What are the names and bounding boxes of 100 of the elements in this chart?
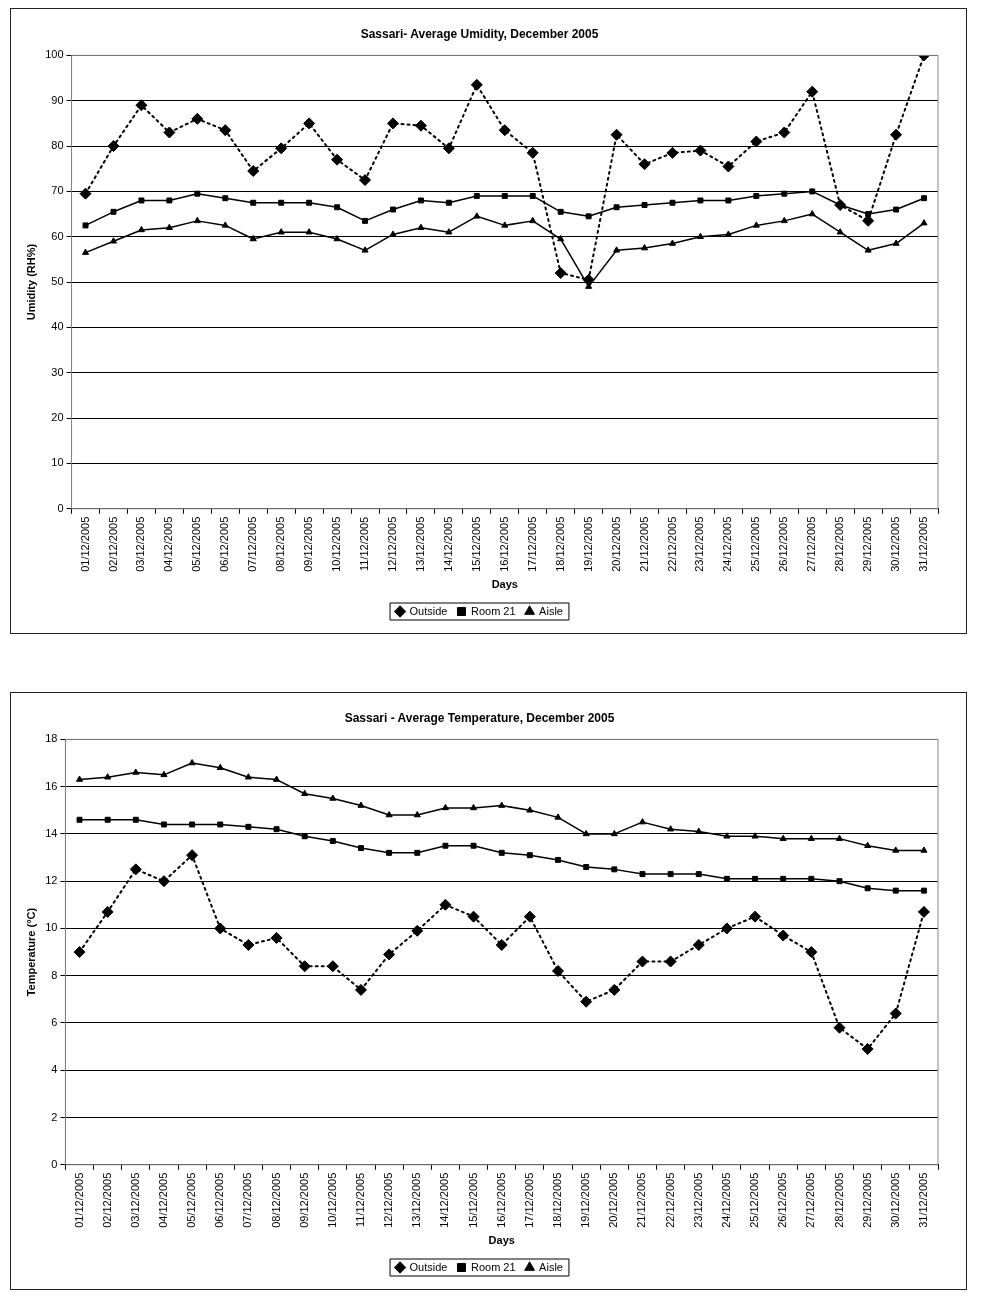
point (749, 910, 762, 923)
x-tick-label: 17/12/2005 (525, 516, 538, 572)
x-tick-label: 28/12/2005 (832, 1172, 845, 1228)
point (778, 126, 791, 139)
point (245, 823, 252, 830)
point (667, 825, 675, 832)
x-tick-label: 04/12/2005 (156, 1172, 169, 1228)
point (751, 832, 759, 839)
point (165, 223, 173, 230)
y-tick-label: 30 (51, 365, 64, 378)
point (194, 190, 201, 197)
point (334, 204, 341, 211)
y-tick-label: 50 (51, 275, 64, 288)
point (498, 124, 511, 137)
point (861, 1042, 874, 1055)
x-tick-label: 02/12/2005 (100, 1172, 113, 1228)
x-tick-label: 11/12/2005 (354, 1172, 367, 1227)
point (501, 192, 508, 199)
point (79, 187, 92, 200)
point (583, 864, 590, 870)
point (222, 195, 229, 202)
point (303, 117, 316, 130)
point (780, 216, 788, 224)
point (414, 119, 427, 132)
point (329, 838, 336, 844)
point (720, 922, 733, 935)
y-tick-label: 70 (51, 184, 64, 197)
point (413, 811, 421, 818)
point (638, 158, 651, 171)
x-axis-title: Days (491, 578, 518, 591)
point (414, 849, 421, 856)
point (442, 842, 449, 849)
point (835, 834, 844, 841)
point (445, 228, 453, 235)
point (666, 146, 679, 159)
point (383, 948, 396, 961)
point (781, 190, 788, 197)
point (498, 801, 506, 808)
point (82, 222, 89, 229)
point (76, 816, 83, 823)
x-tick-label: 14/12/2005 (441, 516, 454, 572)
point (247, 165, 260, 177)
point (864, 246, 872, 253)
x-tick-label: 21/12/2005 (635, 1172, 648, 1228)
point (753, 192, 760, 199)
x-tick-label: 05/12/2005 (185, 1172, 198, 1228)
point (110, 208, 117, 215)
point (359, 174, 372, 187)
x-tick-label: 12/12/2005 (382, 1172, 395, 1228)
point (752, 875, 759, 882)
point (73, 946, 86, 959)
point (216, 763, 224, 771)
legend-label: Room 21 (470, 604, 516, 617)
point (692, 938, 705, 951)
point (470, 842, 477, 849)
x-tick-label: 02/12/2005 (106, 516, 119, 572)
point (529, 216, 537, 224)
point (166, 197, 173, 204)
x-tick-label: 08/12/2005 (269, 1172, 282, 1228)
point (639, 871, 646, 878)
point (636, 955, 649, 968)
point (695, 871, 702, 878)
point (892, 239, 900, 246)
x-tick-label: 27/12/2005 (804, 1172, 817, 1228)
point (557, 208, 564, 215)
point (417, 197, 424, 204)
point (498, 849, 505, 856)
point (780, 875, 787, 882)
x-tick-label: 22/12/2005 (665, 516, 678, 572)
x-tick-label: 24/12/2005 (719, 1172, 732, 1228)
point (526, 806, 534, 813)
point (917, 905, 930, 918)
y-tick-label: 2 (51, 1110, 58, 1123)
point (221, 221, 229, 228)
point (470, 803, 478, 811)
point (526, 852, 533, 859)
point (608, 983, 621, 996)
x-tick-label: 20/12/2005 (607, 1172, 620, 1228)
point (836, 228, 844, 235)
point (555, 856, 561, 863)
point (129, 863, 142, 876)
point (270, 931, 283, 944)
point (82, 248, 90, 255)
point (160, 821, 167, 828)
point (390, 206, 396, 213)
point (667, 871, 674, 878)
point (668, 239, 677, 246)
x-axis-title: Days (488, 1234, 515, 1247)
x-tick-label: 15/12/2005 (469, 516, 482, 572)
y-tick-label: 40 (51, 320, 64, 333)
point (301, 833, 308, 840)
point (361, 246, 369, 253)
y-tick-label: 100 (45, 48, 64, 61)
point (779, 834, 787, 841)
y-tick-label: 0 (57, 501, 64, 514)
x-tick-label: 25/12/2005 (748, 1172, 761, 1228)
point (333, 235, 341, 242)
x-tick-label: 06/12/2005 (218, 516, 231, 572)
point (554, 267, 567, 280)
x-tick-label: 27/12/2005 (805, 516, 818, 572)
